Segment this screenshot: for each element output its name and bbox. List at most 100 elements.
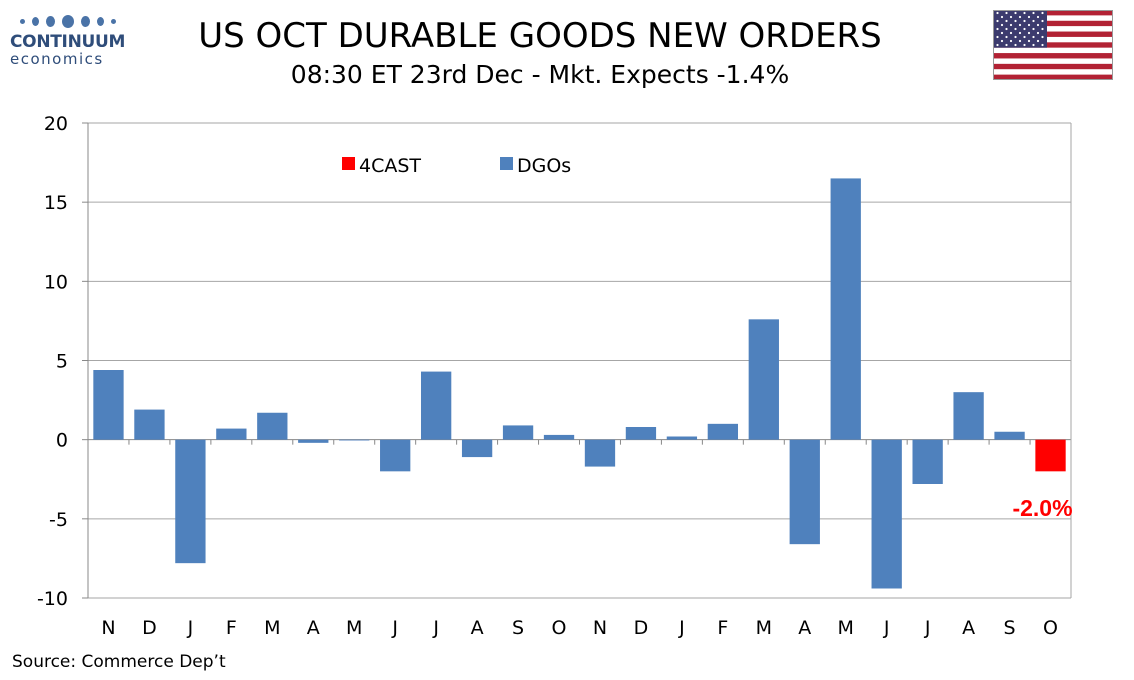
source-note: Source: Commerce Dep’t (12, 652, 226, 672)
x-tick-label: M (838, 617, 854, 639)
forecast-bar (1035, 439, 1066, 472)
dgo-bar (912, 439, 943, 484)
flag-star (1018, 23, 1022, 27)
flag-star (1000, 23, 1004, 27)
us-flag-icon (993, 10, 1113, 80)
x-tick-label: N (593, 617, 607, 639)
legend-swatch (342, 157, 355, 170)
x-tick-label: S (512, 617, 524, 639)
flag-star (1036, 15, 1040, 19)
x-tick-label: S (1004, 617, 1016, 639)
flag-star (1005, 35, 1008, 39)
continuum-logo: CONTINUUM economics (10, 14, 140, 78)
dgo-bar (707, 423, 739, 440)
flag-star (1009, 15, 1013, 19)
x-tick-label: J (678, 617, 685, 639)
flag-star (996, 43, 999, 47)
flag-star (1009, 31, 1013, 35)
flag-star (1041, 35, 1044, 39)
flag-star (1041, 27, 1044, 31)
flag-star (1018, 15, 1022, 19)
flag-star (1005, 19, 1008, 23)
logo-dot (62, 14, 74, 28)
dgo-bar (584, 439, 616, 467)
x-tick-label: M (346, 617, 362, 639)
flag-star (1032, 27, 1035, 31)
legend-label: DGOs (517, 155, 571, 177)
flag-stripe (993, 10, 1113, 16)
dgo-bar (625, 427, 657, 440)
logo-dot (81, 15, 90, 27)
flag-stripe (993, 31, 1113, 38)
flag-star (1023, 27, 1026, 31)
flag-star (1032, 19, 1035, 23)
flag-star (1018, 31, 1022, 35)
flag-star (1032, 43, 1035, 47)
logo-dots (20, 14, 140, 28)
flag-star (1014, 43, 1017, 47)
x-tick-label: A (798, 617, 811, 639)
x-tick-label: J (924, 617, 931, 639)
logo-dot (20, 18, 25, 24)
x-tick-label: F (717, 617, 728, 639)
y-tick-label: 5 (56, 351, 68, 373)
flag-star (1014, 27, 1017, 31)
dgo-bar (175, 439, 206, 564)
x-tick-label: J (187, 617, 194, 639)
flag-stripe (993, 63, 1113, 70)
x-tick-label: M (264, 617, 280, 639)
chart-title: US OCT DURABLE GOODS NEW ORDERS (198, 16, 882, 56)
flag-star (1018, 39, 1022, 43)
x-tick-label: A (471, 617, 484, 639)
y-tick-label: 15 (44, 192, 68, 214)
x-tick-label: J (432, 617, 439, 639)
flag-star (996, 35, 999, 39)
x-tick-label: O (552, 617, 567, 639)
dgo-bar (339, 439, 370, 441)
flag-star (1023, 11, 1026, 15)
flag-star (1041, 43, 1044, 47)
x-tick-label: D (634, 617, 649, 639)
y-tick-label: 10 (44, 271, 68, 293)
flag-star (996, 27, 999, 31)
flag-stripe (993, 15, 1113, 21)
flag-stripe (993, 74, 1113, 80)
flag-star (1000, 15, 1004, 19)
dgo-bar (257, 412, 288, 440)
flag-stripe (993, 26, 1113, 32)
dgo-bar (134, 409, 165, 440)
dgo-bar (871, 439, 902, 589)
flag-star (1036, 39, 1040, 43)
flag-star (1005, 11, 1008, 15)
forecast-annotation: -2.0% (1012, 495, 1072, 521)
flag-stripe (993, 69, 1113, 75)
flag-stripe (993, 53, 1113, 59)
x-tick-label: J (391, 617, 398, 639)
flag-star (1005, 27, 1008, 31)
flag-star (1041, 19, 1044, 23)
flag-star (1032, 11, 1035, 15)
x-tick-label: D (142, 617, 157, 639)
flag-stripe (993, 42, 1113, 48)
flag-star (996, 11, 999, 15)
dgo-bar (93, 370, 124, 440)
chart-subtitle: 08:30 ET 23rd Dec - Mkt. Expects -1.4% (290, 60, 790, 89)
flag-star (1009, 23, 1013, 27)
flag-star (996, 19, 999, 23)
flag-star (1027, 31, 1031, 35)
dgo-bar (748, 319, 779, 440)
dgo-bar (380, 439, 411, 472)
y-tick-label: 20 (44, 113, 68, 135)
logo-name: CONTINUUM (10, 32, 126, 52)
dgo-bar (953, 392, 984, 440)
dgo-bar (994, 431, 1025, 440)
flag-star (1027, 15, 1031, 19)
flag-stripe (993, 58, 1113, 65)
dgo-bar (216, 428, 247, 440)
logo-dot (32, 16, 39, 26)
y-tick-label: 0 (56, 430, 68, 452)
legend-swatch (500, 157, 513, 170)
flag-star (1014, 11, 1017, 15)
dgo-bar (543, 434, 575, 440)
